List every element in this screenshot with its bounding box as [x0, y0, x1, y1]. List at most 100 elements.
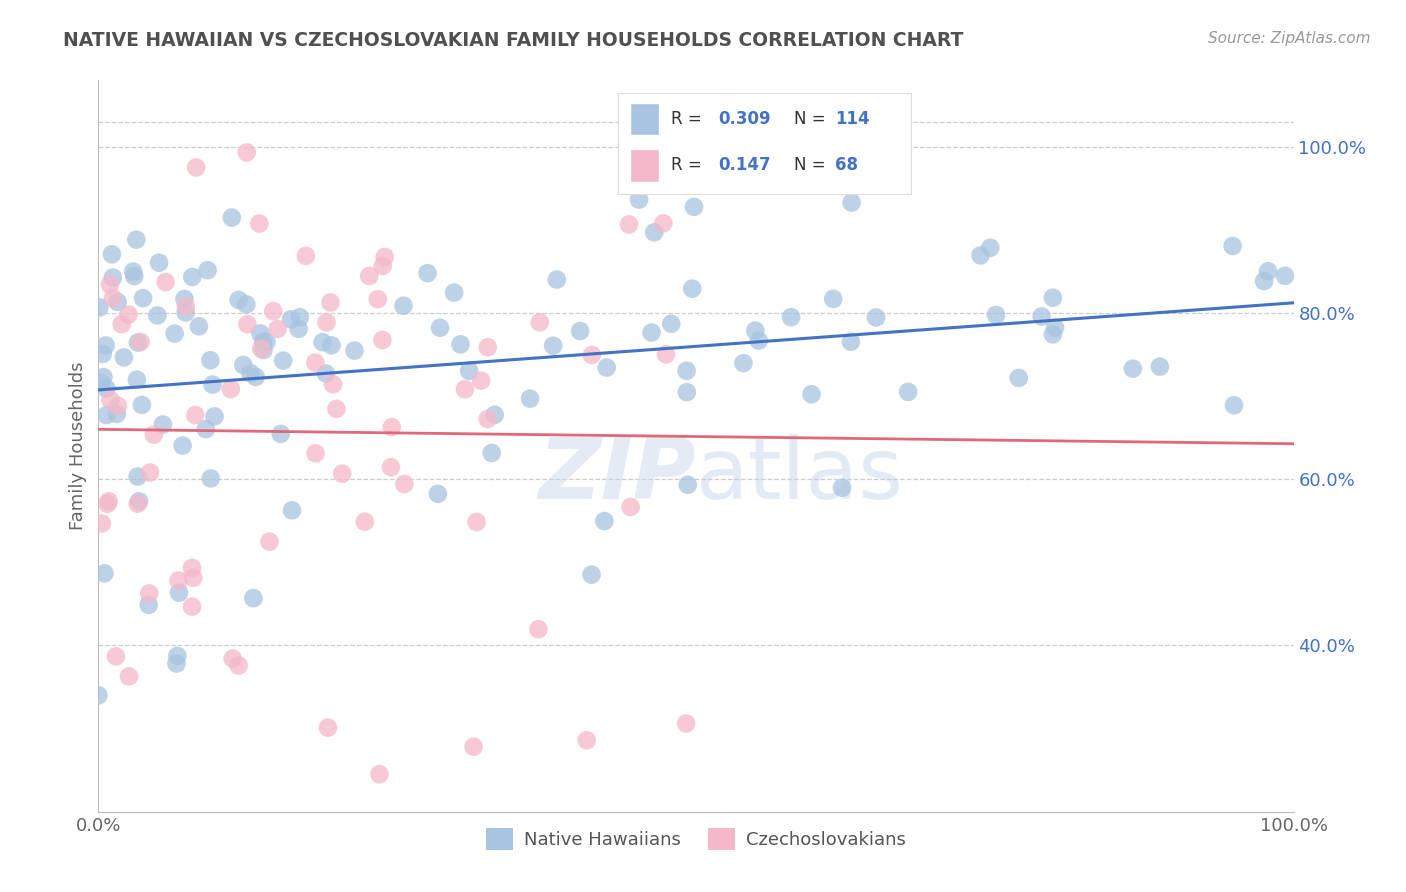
Point — [242, 591, 264, 606]
Point — [142, 427, 165, 442]
Point — [628, 193, 651, 207]
Point — [128, 494, 150, 508]
Point — [325, 401, 347, 416]
Point — [174, 305, 197, 319]
Point — [252, 334, 274, 349]
Point — [117, 308, 139, 322]
Point — [125, 373, 148, 387]
Point — [249, 326, 271, 341]
Point — [359, 268, 381, 283]
Point — [371, 259, 394, 273]
Point — [245, 370, 267, 384]
Point — [1253, 274, 1275, 288]
Point — [381, 420, 404, 434]
Point — [675, 364, 697, 378]
Point — [477, 412, 499, 426]
Point — [90, 376, 112, 390]
Point — [1149, 359, 1171, 374]
Point — [304, 356, 326, 370]
Point — [675, 716, 697, 731]
Point — [295, 249, 318, 263]
Point — [319, 295, 342, 310]
Point — [90, 516, 112, 531]
Point — [831, 481, 853, 495]
Point — [733, 356, 755, 370]
Point — [463, 739, 485, 754]
Point — [681, 282, 703, 296]
Point — [129, 334, 152, 349]
Point — [259, 534, 281, 549]
Point — [236, 145, 259, 160]
Point — [271, 353, 294, 368]
Point — [174, 300, 197, 314]
Point — [181, 599, 204, 614]
Point — [111, 317, 134, 331]
Point — [748, 334, 770, 348]
Point — [222, 651, 245, 665]
Point — [470, 374, 492, 388]
Point — [256, 334, 278, 349]
Point — [458, 364, 481, 378]
Point — [1122, 361, 1144, 376]
Point — [239, 366, 262, 380]
Point — [98, 392, 121, 407]
Point — [839, 334, 862, 349]
Point — [127, 335, 149, 350]
Point — [477, 340, 499, 354]
Point — [107, 399, 129, 413]
Point — [181, 561, 204, 575]
Point — [416, 266, 439, 280]
Point — [155, 275, 177, 289]
Point — [371, 333, 394, 347]
Point — [367, 292, 389, 306]
Point — [281, 503, 304, 517]
Point — [1042, 327, 1064, 342]
Point — [979, 241, 1001, 255]
Point — [454, 382, 477, 396]
Point — [197, 263, 219, 277]
Point — [481, 446, 503, 460]
Point — [617, 218, 640, 232]
Point — [181, 269, 204, 284]
Point — [184, 408, 207, 422]
Point — [1031, 310, 1053, 324]
Point — [167, 585, 190, 599]
Point — [640, 326, 662, 340]
Point — [541, 339, 564, 353]
Point — [429, 320, 451, 334]
Point — [287, 322, 309, 336]
Point — [96, 497, 118, 511]
Point — [897, 384, 920, 399]
Point — [270, 426, 292, 441]
Point — [167, 574, 190, 588]
Point — [652, 216, 675, 230]
Point — [841, 195, 863, 210]
Point — [266, 322, 288, 336]
Point — [200, 353, 222, 368]
Point — [94, 338, 117, 352]
Legend: Native Hawaiians, Czechoslovakians: Native Hawaiians, Czechoslovakians — [479, 821, 912, 857]
Y-axis label: Family Households: Family Households — [69, 362, 87, 530]
Point — [655, 347, 678, 361]
Point — [219, 382, 242, 396]
Point — [343, 343, 366, 358]
Point — [780, 310, 803, 325]
Point — [744, 324, 766, 338]
Point — [984, 308, 1007, 322]
Point — [581, 348, 603, 362]
Point — [315, 315, 337, 329]
Point — [132, 291, 155, 305]
Point — [316, 721, 339, 735]
Point — [131, 398, 153, 412]
Point — [107, 294, 129, 309]
Point — [465, 515, 488, 529]
Text: NATIVE HAWAIIAN VS CZECHOSLOVAKIAN FAMILY HOUSEHOLDS CORRELATION CHART: NATIVE HAWAIIAN VS CZECHOSLOVAKIAN FAMIL… — [63, 31, 963, 50]
Point — [89, 301, 111, 315]
Point — [250, 342, 273, 356]
Point — [118, 669, 141, 683]
Point — [969, 248, 991, 262]
Point — [146, 309, 169, 323]
Point — [330, 467, 353, 481]
Point — [166, 648, 188, 663]
Point — [823, 292, 845, 306]
